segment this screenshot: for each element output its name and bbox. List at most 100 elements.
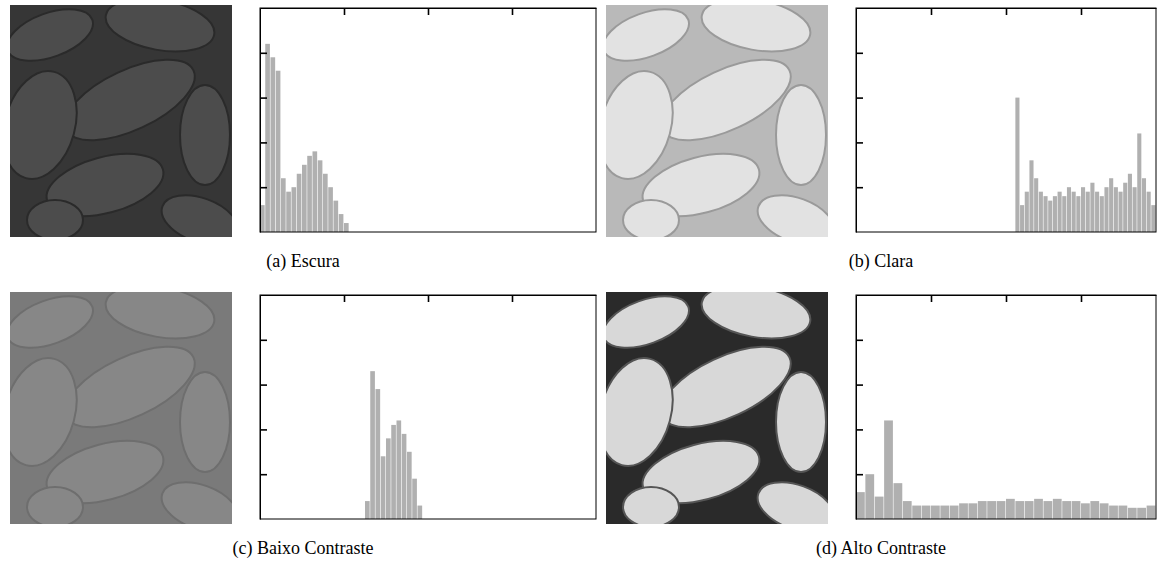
image-grain: [155, 186, 232, 237]
tick: [856, 474, 863, 475]
panel: (c) Baixo Contraste: [0, 278, 597, 559]
panel: (d) Alto Contraste: [588, 278, 1157, 559]
histogram: [260, 8, 597, 233]
tick: [428, 8, 429, 15]
image: [588, 278, 841, 542]
y-axis: [260, 9, 267, 233]
histogram-bar: [313, 151, 318, 232]
histogram-bar: [365, 501, 370, 519]
image-grain: [180, 372, 230, 472]
histogram-bar: [1151, 205, 1155, 232]
histogram-bar: [1025, 501, 1034, 519]
histogram-bar: [884, 420, 893, 519]
tick-mark: [931, 295, 933, 302]
bars: [365, 371, 422, 519]
histogram-bar: [1114, 187, 1118, 232]
histogram-bar: [407, 452, 412, 519]
bars: [856, 420, 1155, 519]
panel: (b) Clara: [588, 0, 1157, 272]
histogram-bar: [292, 187, 297, 232]
histogram-bar: [931, 506, 940, 519]
bars: [1015, 98, 1155, 232]
image-grain: [751, 473, 828, 524]
histogram-bar: [1044, 501, 1053, 519]
histogram-bar: [969, 503, 978, 519]
histogram-bar: [950, 506, 959, 519]
axis-line: [260, 9, 261, 233]
tick: [260, 385, 267, 386]
tick: [1006, 8, 1007, 15]
panel: (a) Escura: [0, 0, 597, 272]
histogram-bar: [997, 501, 1006, 519]
tick: [856, 98, 863, 99]
image-grain: [606, 292, 696, 358]
histogram-bar: [265, 44, 270, 232]
histogram-bar: [1100, 503, 1109, 519]
tick-mark: [260, 384, 267, 386]
tick-mark: [856, 97, 863, 99]
image-grain: [27, 487, 83, 524]
histogram-bar: [1081, 503, 1090, 519]
tick-mark: [260, 429, 267, 431]
image: [0, 0, 245, 254]
plot-frame: [856, 8, 1156, 232]
image: [0, 278, 245, 542]
histogram: [856, 8, 1157, 233]
tick-mark: [856, 474, 863, 476]
tick-mark: [856, 52, 863, 54]
tick-mark: [1081, 295, 1083, 302]
histogram-bar: [281, 178, 286, 232]
figure: (a) Escura(b) Clara(c) Baixo Contraste (d…: [0, 0, 1166, 581]
histogram-bar: [1062, 501, 1071, 519]
histogram-bar: [856, 492, 865, 519]
histogram-bar: [1058, 192, 1062, 232]
histogram-bar: [381, 456, 386, 519]
histogram-bar: [1053, 196, 1057, 232]
histogram-bar: [302, 165, 307, 232]
histogram-bar: [1142, 178, 1146, 232]
tick: [856, 187, 863, 188]
plot-frame: [856, 295, 1156, 519]
histogram-bar: [397, 420, 402, 519]
tick: [260, 53, 267, 54]
bars: [260, 44, 349, 232]
tick: [856, 340, 863, 341]
histogram-bar: [1048, 201, 1052, 232]
image-grain: [180, 85, 230, 185]
axis-line: [856, 296, 857, 520]
histogram-bar: [875, 497, 884, 519]
tick-mark: [260, 52, 267, 54]
histogram-bar: [344, 223, 349, 232]
histogram-bar: [1090, 501, 1099, 519]
histogram-bar: [1147, 506, 1156, 519]
tick: [344, 8, 345, 15]
histogram-bar: [1128, 508, 1137, 519]
tick-mark: [1081, 8, 1083, 15]
tick: [512, 295, 513, 302]
histogram-bar: [978, 501, 987, 519]
image: [588, 0, 841, 254]
caption: (d) Alto Contraste: [816, 538, 946, 559]
histogram-bar: [1100, 196, 1104, 232]
image-grain: [101, 292, 218, 346]
histogram-bar: [376, 389, 381, 519]
histogram-bar: [1086, 192, 1090, 232]
histogram-bar: [1081, 187, 1085, 232]
histogram-bar: [1119, 192, 1123, 232]
histogram-bar: [1025, 192, 1029, 232]
tick: [260, 340, 267, 341]
histogram-bar: [307, 156, 312, 232]
tick: [931, 8, 932, 15]
image-grain: [27, 200, 83, 237]
tick-mark: [512, 8, 514, 15]
histogram-bar: [1015, 501, 1024, 519]
tick: [1081, 8, 1082, 15]
histogram-bar: [1137, 508, 1146, 519]
tick-mark: [856, 187, 863, 189]
histogram-bar: [1123, 183, 1127, 232]
histogram-bar: [894, 483, 903, 519]
histogram-bar: [1015, 98, 1019, 232]
histogram-bar: [865, 474, 874, 519]
histogram-bar: [922, 506, 931, 519]
histogram-bar: [1133, 187, 1137, 232]
